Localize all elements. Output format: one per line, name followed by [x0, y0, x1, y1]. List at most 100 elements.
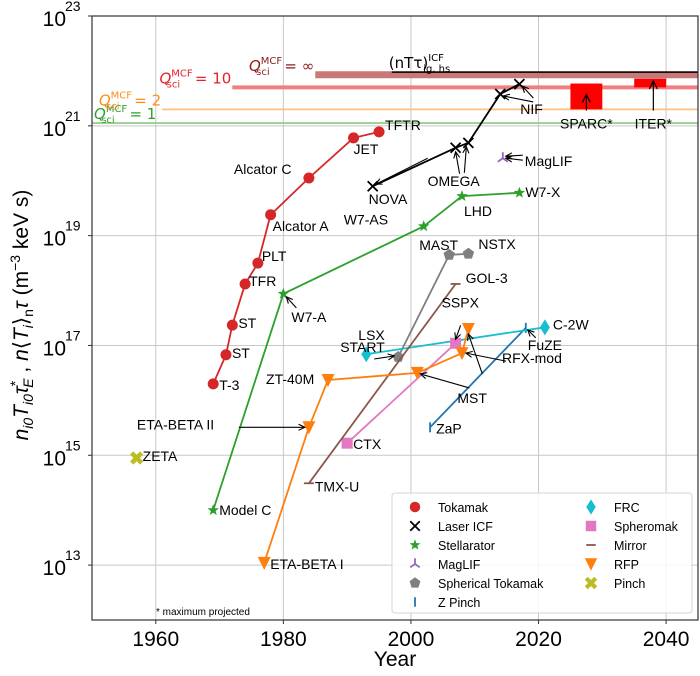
point-label: ST: [232, 345, 250, 361]
data-point-w7-as: [418, 220, 430, 232]
point-label: C-2W: [553, 316, 590, 332]
threshold-label: QMCF sci = 10: [159, 68, 231, 90]
series-pinch: [130, 451, 144, 465]
data-point-alcator-a: [265, 209, 277, 221]
series-line: [372, 83, 520, 188]
annotation-arrow: [455, 151, 461, 174]
data-point-omega: [462, 137, 474, 149]
legend-label: Z Pinch: [438, 596, 480, 610]
arrow-head: [387, 353, 396, 361]
annotation-arrow: [285, 296, 297, 309]
x-axis-label: Year: [374, 648, 416, 671]
legend-marker-rfp: [584, 558, 598, 571]
point-label: W7-X: [525, 184, 561, 200]
series-laser-icf: [367, 78, 526, 192]
point-label: OMEGA: [428, 173, 481, 189]
annotation-arrow: [465, 352, 507, 362]
point-label: ZaP: [436, 420, 462, 436]
data-point-lhd: [456, 190, 468, 201]
legend-marker-maglif: [409, 558, 421, 569]
point-label: LSX: [358, 327, 385, 343]
point-label: TFTR: [385, 117, 421, 133]
arrow-head: [502, 93, 511, 101]
data-point-jet: [348, 132, 360, 144]
data-point-omega: [449, 142, 462, 154]
arrow-head: [467, 332, 474, 341]
point-label: MagLIF: [525, 153, 572, 169]
data-point-maglif: [497, 152, 509, 163]
series-z-pinch: [429, 322, 527, 433]
svg-text:ni0Ti0τ*E , n⟨Ti⟩nτ (m−3 keV: ni0Ti0τ*E , n⟨Ti⟩nτ (m−3 keV s): [7, 190, 36, 441]
data-point-rfx-mod: [455, 347, 469, 361]
data-point-tfr: [239, 278, 251, 290]
annotation-arrow: [467, 333, 483, 375]
point-label: NSTX: [478, 236, 516, 252]
arrow-head: [285, 295, 294, 304]
point-label: ETA-BETA II: [137, 416, 214, 432]
data-point-eta-beta-ii: [302, 421, 316, 435]
annotation-arrow: [420, 373, 470, 389]
series-line: [308, 283, 457, 484]
point-label: W7-AS: [344, 211, 388, 227]
y-axis-label: ni0Ti0τ*E , n⟨Ti⟩nτ (m−3 keV s): [7, 190, 36, 441]
point-label: LHD: [464, 203, 492, 219]
point-label: ETA-BETA I: [270, 556, 343, 572]
data-point-t-3: [207, 378, 219, 390]
arrow-head: [504, 152, 513, 160]
data-point-lsx: [361, 346, 372, 363]
series-rfp: [257, 322, 475, 570]
legend-marker-spherical-tokamak: [409, 577, 421, 588]
data-point-ctx: [341, 437, 353, 449]
x-tick-label: 1980: [260, 628, 307, 651]
data-point-sspx: [450, 337, 462, 349]
legend-box: [391, 492, 693, 614]
annotation-arrow: [463, 146, 467, 173]
point-label: Alcator C: [234, 161, 292, 177]
arrow-head: [453, 150, 461, 159]
threshold-label: QMCF sci = ∞: [249, 56, 314, 78]
annotation-arrow: [375, 157, 428, 185]
data-point-nstx: [462, 247, 475, 259]
series-spherical-tokamak: [392, 247, 475, 362]
arrow-head: [521, 85, 530, 93]
threshold-label: QMCF sci = 2: [99, 90, 161, 112]
point-label: NIF: [520, 101, 543, 117]
y-tick-label: 10: [43, 447, 66, 470]
point-label: SSPX: [442, 294, 480, 310]
legend-label: FRC: [614, 501, 640, 515]
series-maglif: [497, 152, 509, 163]
legend-label: Spheromak: [614, 520, 679, 534]
threshold-label: QMCF sci = 1: [94, 104, 156, 126]
x-tick-label: 2040: [643, 628, 690, 651]
data-point-mst: [410, 366, 424, 380]
legend-marker-spheromak: [585, 520, 597, 532]
x-axis-ticks: 1960 1980 2000 2020 2040: [132, 620, 689, 651]
projected-box-label: ITER*: [635, 116, 673, 132]
legend-label: RFP: [614, 558, 639, 572]
point-label: Alcator A: [273, 218, 330, 234]
data-point-st: [220, 349, 232, 361]
point-label: NOVA: [369, 191, 408, 207]
y-tick-exponent: 19: [65, 218, 81, 234]
arrow-head: [462, 145, 470, 154]
y-tick-label: 10: [43, 8, 66, 31]
data-point-nova: [367, 180, 379, 192]
point-label: MAST: [419, 237, 458, 253]
point-label: ZT-40M: [266, 371, 314, 387]
footnote: * maximum projected: [156, 607, 250, 618]
arrow-head: [298, 423, 307, 431]
point-label: PLT: [262, 248, 287, 264]
projected-box-label: SPARC*: [560, 116, 613, 132]
series-tokamak: [207, 126, 385, 390]
arrow-head: [581, 93, 591, 103]
data-point-alcator-c: [303, 172, 315, 184]
annotation-arrow: [521, 85, 534, 99]
y-tick-label: 10: [43, 557, 66, 580]
legend-label: Mirror: [614, 539, 647, 553]
point-label: RFX-mod: [502, 350, 562, 366]
data-point-mst: [461, 322, 475, 336]
point-label: TMX-U: [315, 478, 359, 494]
series-spheromak: [341, 337, 462, 449]
data-point-tftr: [373, 126, 385, 138]
